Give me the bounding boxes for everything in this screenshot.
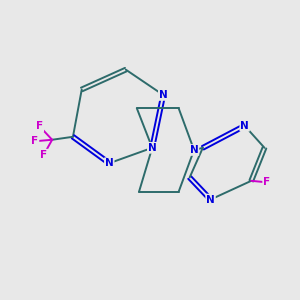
Text: F: F [40,150,47,160]
Text: N: N [148,143,157,153]
Text: F: F [31,136,38,146]
Text: F: F [263,177,270,187]
Text: N: N [240,121,249,131]
Text: F: F [36,122,43,131]
Text: N: N [159,90,168,100]
Text: N: N [105,158,114,168]
Text: N: N [190,145,198,155]
Text: N: N [206,194,215,205]
